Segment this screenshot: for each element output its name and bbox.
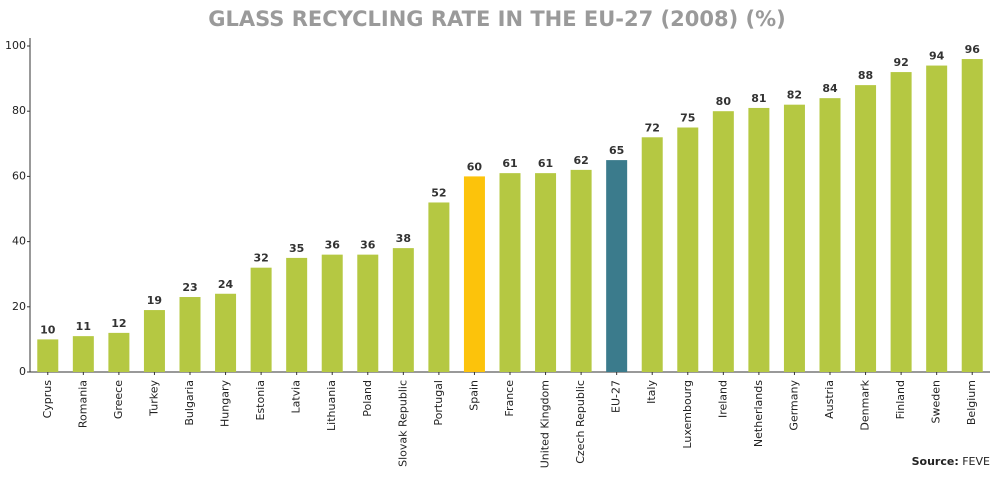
x-tick-label: France (503, 380, 516, 417)
x-tick-label: Luxembourg (681, 380, 694, 449)
x-tick-label: Lithuania (325, 380, 338, 431)
value-label: 38 (396, 232, 411, 245)
y-tick-label: 80 (12, 104, 26, 117)
bar (428, 202, 450, 372)
bar (463, 176, 485, 372)
value-label: 80 (716, 95, 732, 108)
x-tick-label: Czech Republic (574, 380, 587, 464)
x-tick-label: Netherlands (752, 380, 765, 447)
value-label: 62 (573, 154, 588, 167)
value-label: 60 (467, 160, 483, 173)
value-label: 88 (858, 69, 873, 82)
value-label: 84 (822, 82, 838, 95)
value-label: 65 (609, 144, 624, 157)
bar (250, 267, 272, 372)
value-label: 23 (182, 281, 197, 294)
value-label: 94 (929, 50, 945, 63)
value-label: 24 (218, 278, 234, 291)
value-label: 61 (538, 157, 553, 170)
x-tick-label: Latvia (290, 380, 303, 414)
x-tick-label: Cyprus (41, 380, 54, 419)
y-tick-label: 20 (12, 300, 26, 313)
x-tick-label: Romania (76, 380, 89, 428)
bar (286, 257, 308, 372)
bar (72, 336, 94, 372)
bar (357, 254, 379, 372)
x-tick-label: Denmark (859, 379, 872, 430)
bar (392, 248, 414, 372)
value-label: 10 (40, 323, 56, 336)
chart-title: GLASS RECYCLING RATE IN THE EU-27 (2008)… (208, 7, 785, 31)
bar (677, 127, 699, 372)
value-label: 92 (893, 56, 908, 69)
bar (606, 160, 628, 372)
bar (535, 173, 557, 372)
x-tick-label: Austria (823, 380, 836, 419)
x-tick-label: EU-27 (610, 380, 623, 413)
bar (712, 111, 734, 372)
value-label: 52 (431, 186, 446, 199)
bar (570, 169, 592, 372)
bar (783, 104, 805, 373)
value-label: 72 (645, 121, 660, 134)
y-tick-label: 0 (19, 365, 26, 378)
bar (890, 72, 912, 372)
source-name: FEVE (962, 455, 990, 468)
value-label: 82 (787, 89, 802, 102)
x-tick-label: Poland (361, 380, 374, 417)
value-label: 19 (147, 294, 162, 307)
value-label: 36 (360, 239, 376, 252)
x-tick-label: Hungary (219, 380, 232, 427)
value-label: 81 (751, 92, 766, 105)
x-tick-label: Estonia (254, 380, 267, 421)
x-tick-label: Belgium (965, 380, 978, 425)
x-tick-label: Finland (894, 380, 907, 419)
bar (179, 297, 201, 372)
x-tick-label: Spain (467, 380, 480, 411)
value-label: 35 (289, 242, 304, 255)
source-label: Source: (912, 455, 959, 468)
bar (143, 310, 165, 372)
y-tick-label: 60 (12, 169, 26, 182)
bar (321, 254, 343, 372)
value-label: 36 (325, 239, 341, 252)
x-tick-label: United Kingdom (539, 380, 552, 468)
bar (926, 65, 948, 372)
value-label: 61 (502, 157, 517, 170)
bar (641, 137, 663, 372)
bar (215, 293, 237, 372)
x-tick-label: Italy (645, 380, 658, 404)
x-tick-label: Bulgaria (183, 380, 196, 426)
bar (961, 59, 983, 372)
x-tick-label: Portugal (432, 380, 445, 426)
source: Source: FEVE (912, 455, 990, 468)
bar (855, 85, 877, 373)
x-tick-label: Greece (112, 380, 125, 419)
value-label: 32 (253, 252, 268, 265)
value-label: 75 (680, 112, 695, 125)
bar (499, 173, 521, 372)
bar (108, 332, 130, 372)
value-label: 96 (965, 43, 981, 56)
bar (819, 98, 841, 372)
x-tick-label: Turkey (147, 380, 160, 417)
x-tick-label: Ireland (716, 380, 729, 418)
x-tick-label: Germany (787, 380, 800, 431)
bar (37, 339, 59, 372)
x-tick-label: Sweden (930, 380, 943, 423)
bar (748, 107, 770, 372)
y-tick-label: 40 (12, 235, 26, 248)
x-tick-label: Slovak Republic (396, 380, 409, 467)
y-tick-label: 100 (5, 39, 26, 52)
value-label: 12 (111, 317, 126, 330)
value-label: 11 (76, 320, 91, 333)
